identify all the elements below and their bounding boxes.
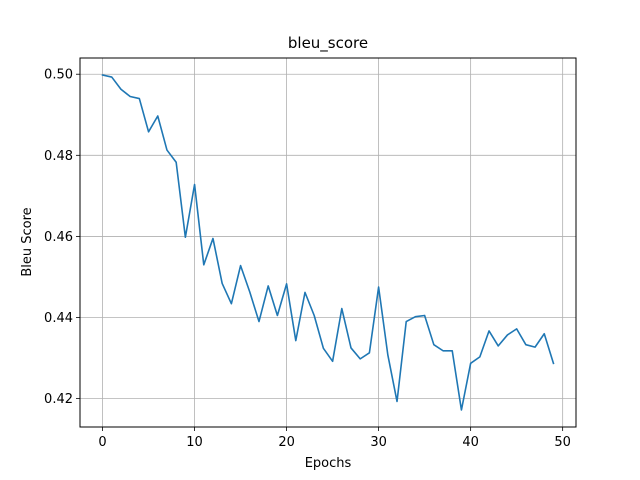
x-axis-label: Epochs [305, 456, 352, 471]
x-tick-label: 10 [186, 435, 203, 450]
y-gridlines [80, 73, 576, 400]
y-axis-ticks: 0.42 0.44 0.46 0.48 0.50 [44, 68, 80, 407]
x-axis-ticks: 0 10 20 30 40 50 [98, 427, 571, 450]
x-tick-label: 50 [554, 435, 571, 450]
series-line [101, 74, 555, 411]
plot-frame [79, 57, 577, 428]
chart-title: bleu_score [288, 34, 368, 53]
y-tick-label: 0.48 [44, 149, 73, 164]
x-gridlines [102, 58, 564, 427]
x-tick-label: 40 [462, 435, 479, 450]
x-tick-label: 20 [278, 435, 295, 450]
y-axis-label: Bleu Score [20, 207, 35, 276]
y-tick-label: 0.46 [44, 230, 73, 245]
y-tick-label: 0.44 [44, 311, 73, 326]
x-tick-label: 30 [370, 435, 387, 450]
x-tick-label: 0 [98, 435, 106, 450]
y-tick-label: 0.50 [44, 68, 73, 83]
y-tick-label: 0.42 [44, 392, 73, 407]
